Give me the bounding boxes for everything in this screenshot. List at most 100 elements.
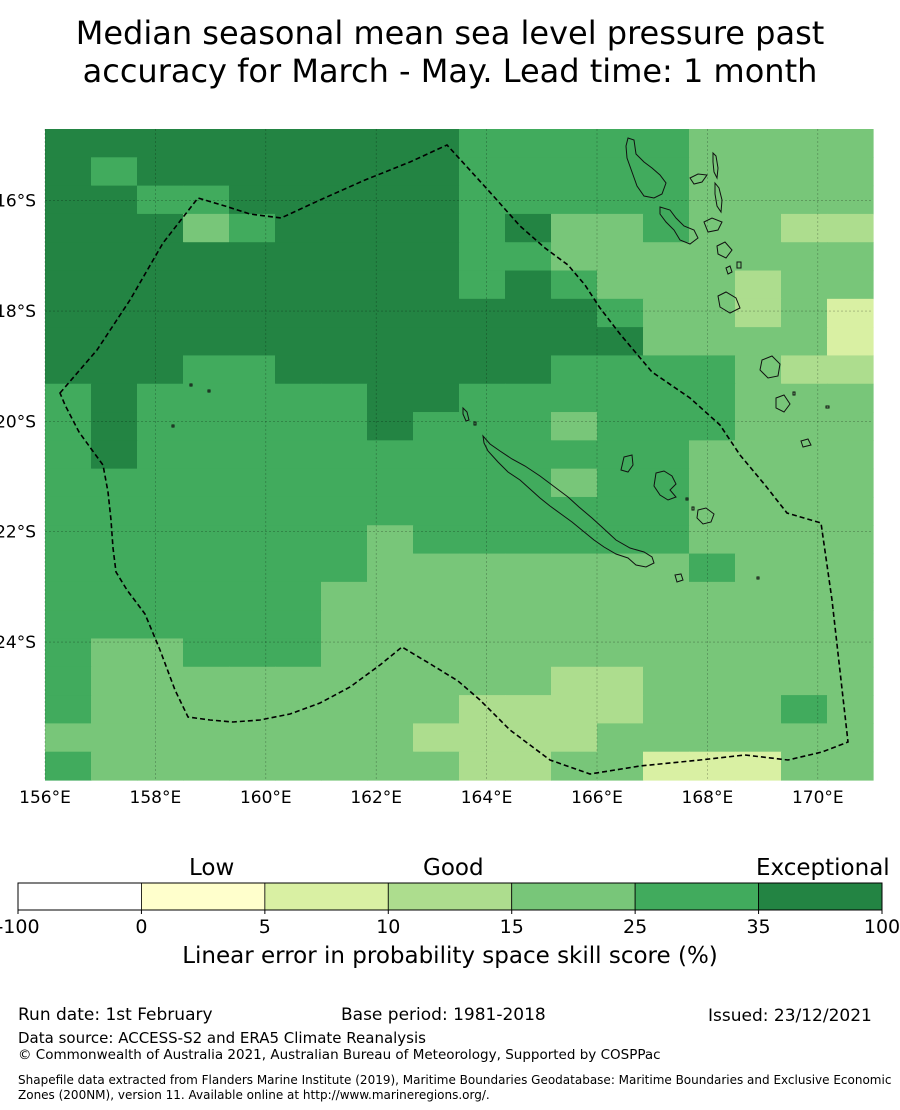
- skill-cell: [735, 723, 782, 753]
- x-tick-label: 160°E: [240, 788, 292, 808]
- skill-cell: [689, 157, 736, 187]
- skill-cell: [505, 723, 552, 753]
- skill-cell: [551, 129, 598, 158]
- skill-cell: [137, 695, 184, 724]
- skill-cell: [597, 157, 644, 187]
- skill-cell: [275, 157, 322, 187]
- skill-cell: [459, 157, 506, 187]
- skill-cell: [551, 412, 598, 441]
- skill-cell: [689, 440, 736, 470]
- skill-cell: [827, 355, 874, 385]
- skill-cell: [275, 525, 322, 555]
- skill-cell: [229, 412, 276, 441]
- skill-cell: [827, 638, 874, 668]
- skill-cell: [735, 751, 782, 781]
- skill-cell: [597, 412, 644, 441]
- skill-cell: [643, 525, 690, 555]
- skill-cell: [275, 553, 322, 583]
- colorbar-label: Linear error in probability space skill …: [182, 943, 718, 969]
- skill-cell: [781, 412, 828, 441]
- skill-cell: [45, 468, 92, 498]
- skill-cell: [275, 383, 322, 413]
- skill-cell: [321, 496, 368, 526]
- skill-cell: [229, 610, 276, 640]
- skill-cell: [505, 638, 552, 668]
- skill-cell: [459, 412, 506, 441]
- skill-cell: [183, 412, 230, 441]
- skill-cell: [689, 666, 736, 696]
- skill-cell: [781, 270, 828, 300]
- skill-cell: [551, 242, 598, 272]
- skill-cell: [91, 157, 138, 187]
- skill-cell: [413, 496, 460, 526]
- skill-cell: [275, 213, 322, 243]
- aneityum-island: [800, 438, 812, 448]
- skill-cell: [229, 638, 276, 668]
- skill-cell: [597, 581, 644, 611]
- title-line-2: accuracy for March - May. Lead time: 1 m…: [82, 52, 818, 90]
- skill-cell: [413, 412, 460, 441]
- skill-cell: [91, 468, 138, 498]
- x-tick-label: 162°E: [350, 788, 402, 808]
- skill-cell: [505, 666, 552, 696]
- new-caledonia-landmass: [482, 434, 655, 568]
- skill-cell: [91, 129, 138, 158]
- ouvea-island: [620, 454, 634, 473]
- colorbar-swatch: [17, 882, 142, 911]
- skill-cell: [91, 270, 138, 300]
- skill-cell: [183, 610, 230, 640]
- skill-cell: [137, 412, 184, 441]
- skill-cell: [45, 610, 92, 640]
- skill-cell: [781, 553, 828, 583]
- skill-cell: [551, 327, 598, 357]
- skill-cell: [827, 213, 874, 243]
- skill-cell: [321, 525, 368, 555]
- skill-cell: [275, 412, 322, 441]
- skill-cell: [413, 751, 460, 781]
- skill-cell: [827, 327, 874, 357]
- skill-cell: [781, 581, 828, 611]
- skill-cell: [551, 496, 598, 526]
- skill-cell: [229, 666, 276, 696]
- colorbar-tick-label: 100: [864, 916, 900, 938]
- skill-cell: [413, 525, 460, 555]
- skill-cell: [137, 213, 184, 243]
- skill-cell: [91, 496, 138, 526]
- skill-cell: [137, 185, 184, 215]
- skill-cell: [229, 695, 276, 724]
- skill-cell: [321, 157, 368, 187]
- skill-cell: [597, 242, 644, 272]
- skill-cell: [597, 327, 644, 357]
- skill-cell: [781, 723, 828, 753]
- skill-cell: [551, 610, 598, 640]
- skill-cell: [827, 751, 874, 781]
- skill-cell: [367, 383, 414, 413]
- skill-cell: [137, 327, 184, 357]
- skill-cell: [229, 581, 276, 611]
- skill-cell: [781, 157, 828, 187]
- skill-cell: [91, 440, 138, 470]
- skill-cell: [827, 553, 874, 583]
- category-good: Good: [423, 855, 484, 881]
- skill-cell: [91, 525, 138, 555]
- skill-cell: [367, 298, 414, 328]
- skill-cell: [183, 695, 230, 724]
- skill-cell: [321, 468, 368, 498]
- skill-cell: [321, 553, 368, 583]
- skill-cell: [367, 553, 414, 583]
- skill-cell: [137, 666, 184, 696]
- skill-cell: [597, 553, 644, 583]
- skill-cell: [367, 581, 414, 611]
- skill-cell: [551, 383, 598, 413]
- skill-cell: [827, 695, 874, 724]
- skill-cell: [781, 242, 828, 272]
- skill-cell: [643, 412, 690, 441]
- skill-cell: [781, 185, 828, 215]
- skill-cell: [229, 213, 276, 243]
- skill-cell: [413, 242, 460, 272]
- skill-cell: [321, 412, 368, 441]
- skill-cell: [827, 496, 874, 526]
- skill-cell: [137, 129, 184, 158]
- skill-cell: [735, 468, 782, 498]
- x-tick-label: 158°E: [130, 788, 182, 808]
